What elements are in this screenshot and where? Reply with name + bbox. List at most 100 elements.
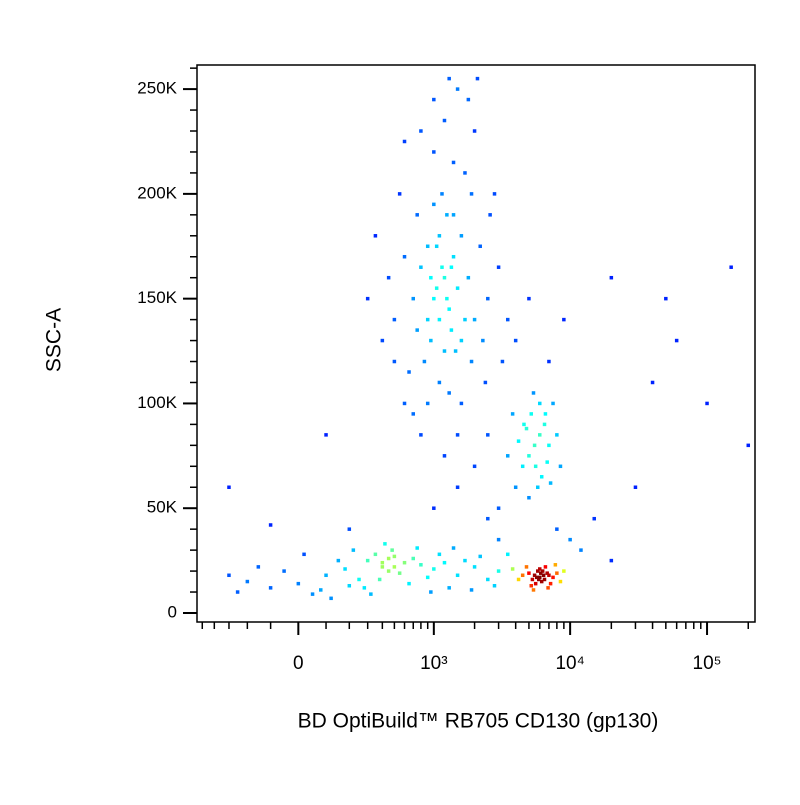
event-dot [555,571,559,575]
event-dot [373,234,378,238]
event-dot [343,567,347,571]
event-dot [520,573,525,578]
event-dot [256,565,261,569]
event-dot [496,569,501,573]
event-dot [472,129,477,133]
y-tick-label: 150K [137,288,177,307]
event-dot [486,296,490,301]
event-dot [516,439,521,443]
event-dot [496,265,501,269]
event-dot [302,552,306,557]
event-dot [551,575,555,580]
event-dot [469,359,474,364]
event-dot [451,160,456,165]
event-dot [545,460,549,464]
event-dot [505,552,510,557]
event-dot [481,338,485,343]
event-dot [463,558,467,563]
event-dot [532,573,537,578]
event-dot [365,296,370,301]
event-dot [664,296,668,301]
event-dot [633,485,638,490]
event-dot [449,265,454,269]
event-dot [282,569,286,573]
event-dot [429,275,433,280]
event-dot [455,286,460,290]
event-dot [437,317,442,322]
y-axis-label: SSC-A [43,308,66,372]
event-dot [539,475,544,479]
event-dot [422,359,427,364]
event-dot [415,328,419,332]
event-dot [492,583,497,588]
event-dot [425,244,430,249]
y-tick-label: 100K [137,393,177,412]
event-dot [425,317,430,322]
event-dot [440,192,444,196]
event-dot [455,433,460,437]
event-dot [442,275,447,280]
event-dot [529,412,534,416]
y-tick-label: 50K [147,498,178,517]
event-dot [486,577,490,582]
event-dot [442,118,447,123]
event-dot [540,569,545,573]
event-dot [447,391,451,395]
event-dot [347,527,352,531]
event-dot [543,565,548,569]
event-dot [347,583,352,588]
event-dot [516,577,521,582]
event-dot [527,454,531,458]
event-dot [536,569,540,573]
event-dot [245,579,250,584]
event-dot [472,317,477,322]
event-dot [478,244,482,249]
event-dot [459,401,464,406]
event-dot [329,596,333,601]
event-dot [530,577,535,582]
event-dot [538,433,542,437]
events [227,76,751,601]
event-dot [539,579,544,584]
event-dot [463,171,467,175]
event-dot [407,581,411,586]
event-dot [402,139,407,144]
event-dot [542,422,547,427]
event-dot [475,76,480,81]
event-dot [674,338,679,343]
event-dot [555,527,559,531]
plot-frame [196,64,756,623]
event-dot [500,359,505,364]
event-dot [538,571,543,575]
event-dot [548,581,553,586]
event-dot [538,575,542,580]
event-dot [534,575,539,580]
event-dot [496,537,501,542]
event-dot [434,244,439,249]
event-dot [369,592,373,596]
event-dot [440,265,444,269]
event-dot [296,581,301,586]
event-dot [466,275,471,280]
event-dot [386,569,391,573]
event-dot [459,338,464,343]
event-dot [407,370,411,374]
event-dot [447,307,451,311]
y-tick-label: 250K [137,79,177,98]
event-dot [437,380,442,385]
event-dot [362,586,367,590]
event-dot [562,569,566,573]
event-dot [547,573,551,578]
event-dot [469,192,474,196]
event-dot [486,516,490,521]
event-dot [522,422,526,427]
event-dot [336,558,341,563]
event-dot [524,565,529,569]
event-dot [383,542,387,546]
event-dot [492,192,497,196]
event-dot [451,254,456,259]
event-dot [411,556,416,561]
event-dot [541,573,546,578]
event-dot [455,573,460,578]
